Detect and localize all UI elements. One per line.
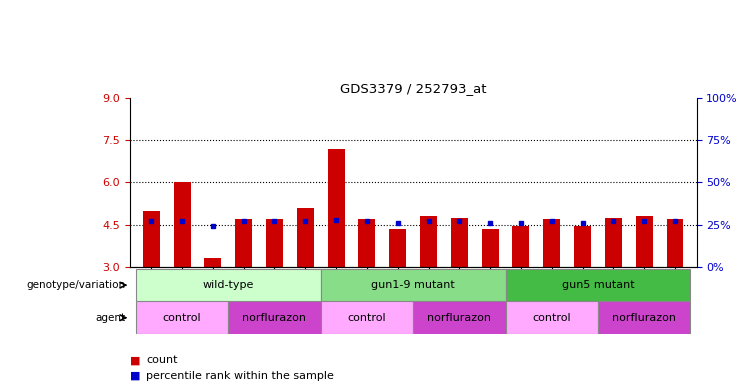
Title: GDS3379 / 252793_at: GDS3379 / 252793_at: [340, 82, 486, 95]
Bar: [482, 229, 499, 267]
Text: control: control: [348, 313, 386, 323]
Text: gun1-9 mutant: gun1-9 mutant: [371, 280, 455, 290]
Text: ■: ■: [130, 355, 144, 365]
Text: genotype/variation: genotype/variation: [27, 280, 126, 290]
Bar: [574, 226, 591, 267]
Bar: [297, 208, 313, 267]
Bar: [543, 219, 560, 267]
Bar: [205, 258, 222, 267]
Bar: [321, 269, 505, 301]
Bar: [420, 216, 437, 267]
Text: norflurazon: norflurazon: [242, 313, 307, 323]
Bar: [359, 219, 376, 267]
Bar: [598, 301, 691, 334]
Bar: [605, 218, 622, 267]
Text: agent: agent: [96, 313, 126, 323]
Text: control: control: [163, 313, 202, 323]
Bar: [636, 216, 653, 267]
Bar: [513, 226, 529, 267]
Text: gun5 mutant: gun5 mutant: [562, 280, 634, 290]
Text: norflurazon: norflurazon: [612, 313, 677, 323]
Text: percentile rank within the sample: percentile rank within the sample: [146, 371, 334, 381]
Bar: [451, 218, 468, 267]
Bar: [136, 301, 228, 334]
Bar: [266, 219, 283, 267]
Text: count: count: [146, 355, 178, 365]
Bar: [173, 182, 190, 267]
Text: norflurazon: norflurazon: [428, 313, 491, 323]
Text: control: control: [533, 313, 571, 323]
Bar: [228, 301, 321, 334]
Bar: [389, 229, 406, 267]
Text: wild-type: wild-type: [202, 280, 254, 290]
Bar: [321, 301, 413, 334]
Bar: [413, 301, 505, 334]
Bar: [136, 269, 321, 301]
Bar: [328, 149, 345, 267]
Bar: [666, 219, 683, 267]
Bar: [505, 301, 598, 334]
Bar: [235, 219, 252, 267]
Text: ■: ■: [130, 371, 144, 381]
Bar: [505, 269, 691, 301]
Bar: [143, 210, 160, 267]
